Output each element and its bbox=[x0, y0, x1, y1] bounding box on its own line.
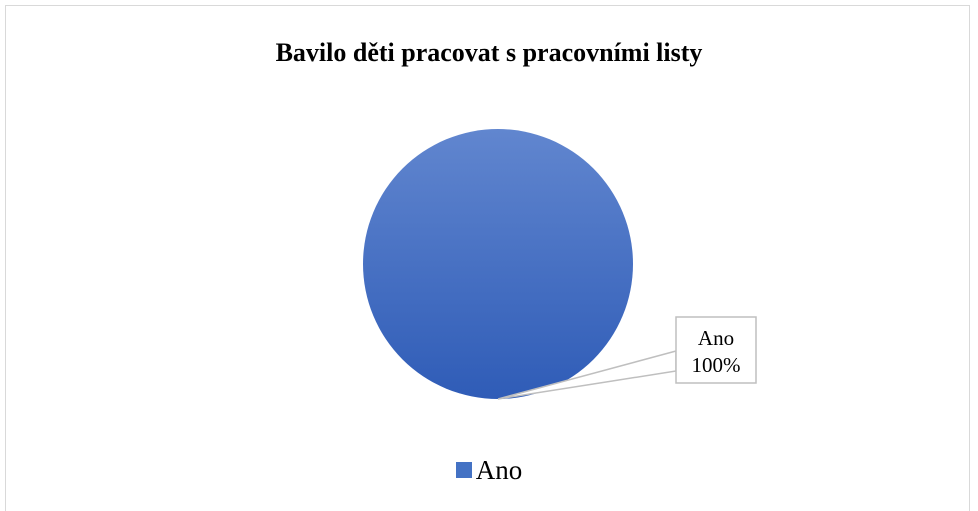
data-label-box bbox=[675, 316, 757, 384]
pie-slice-ano bbox=[363, 129, 633, 399]
data-label-category: Ano bbox=[698, 326, 734, 350]
chart-title: Bavilo děti pracovat s pracovními listy bbox=[275, 38, 703, 67]
legend-label: Ano bbox=[475, 455, 523, 485]
legend-swatch bbox=[455, 462, 472, 478]
legend-item: Ano bbox=[455, 455, 523, 485]
data-label-value: 100% bbox=[692, 353, 741, 377]
legend: Ano bbox=[0, 455, 978, 486]
